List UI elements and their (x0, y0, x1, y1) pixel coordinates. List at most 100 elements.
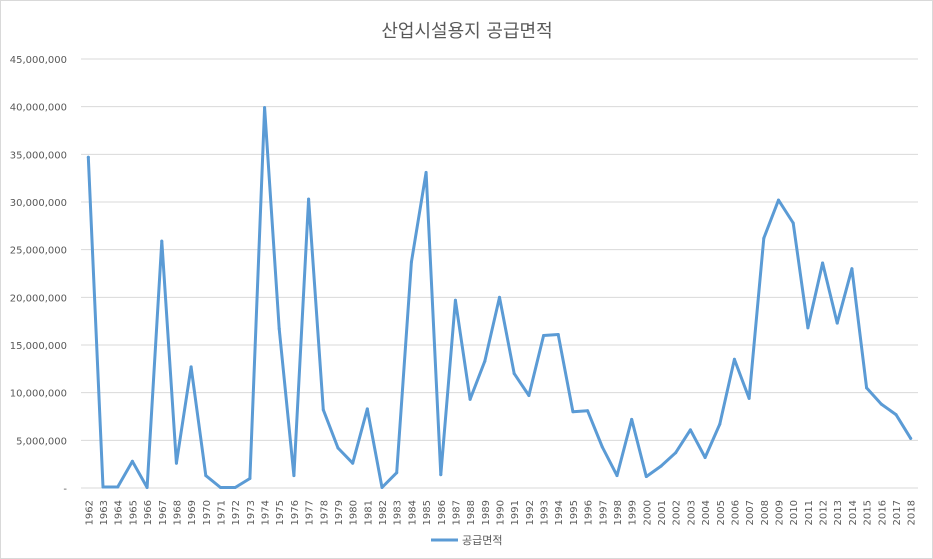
data-point (777, 198, 780, 202)
x-tick-label: 1978 (319, 500, 330, 525)
x-tick-label: 2008 (760, 500, 771, 525)
y-tick-label: 5,000,000 (16, 436, 67, 447)
x-tick-label: 1986 (437, 500, 448, 525)
data-point (174, 461, 178, 465)
x-tick-label: 2010 (789, 500, 800, 525)
x-tick-label: 2003 (686, 500, 697, 525)
x-tick-label: 1991 (510, 500, 521, 525)
x-tick-label: 2016 (877, 500, 888, 525)
x-tick-label: 2011 (804, 500, 815, 525)
x-tick-label: 1964 (114, 500, 125, 525)
data-point (468, 397, 472, 401)
data-point (615, 474, 619, 478)
x-tick-label: 1998 (613, 500, 624, 525)
legend: 공급면적 (431, 534, 502, 547)
data-point (659, 464, 663, 468)
x-tick-label: 1985 (422, 500, 433, 525)
x-tick-label: 2001 (657, 500, 668, 525)
series-layer (86, 106, 913, 490)
data-point (894, 413, 898, 417)
x-tick-label: 1984 (407, 500, 418, 525)
x-tick-label: 1987 (451, 500, 462, 525)
x-tick-label: 1979 (334, 500, 345, 525)
data-point (879, 402, 883, 406)
x-tick-label: 2005 (716, 500, 727, 525)
data-point (821, 261, 825, 265)
x-tick-label: 1999 (628, 500, 639, 525)
x-tick-label: 2018 (907, 500, 918, 525)
y-tick-label: 10,000,000 (10, 389, 67, 400)
data-point (189, 365, 193, 369)
x-tick-label: 2007 (745, 500, 756, 525)
data-point (630, 417, 634, 421)
data-point (571, 410, 575, 414)
x-tick-label: 1968 (172, 500, 183, 525)
data-point (409, 260, 413, 264)
x-tick-label: 2002 (672, 500, 683, 525)
data-point (204, 474, 208, 478)
y-axis-ticks: - 5,000,000 10,000,000 15,000,000 20,000,000… (10, 55, 68, 495)
y-tick-label: 20,000,000 (10, 293, 67, 304)
x-tick-label: 2000 (642, 500, 653, 525)
data-point (483, 359, 487, 363)
x-tick-label: 1992 (525, 500, 536, 525)
data-point (248, 476, 252, 480)
x-tick-label: 1974 (261, 500, 272, 525)
data-point (351, 461, 355, 465)
data-point (542, 333, 546, 337)
data-point (512, 372, 516, 376)
x-tick-label: 1990 (496, 500, 507, 525)
y-tick-label: 15,000,000 (10, 341, 67, 352)
x-tick-label: 1976 (290, 500, 301, 525)
data-point (233, 486, 237, 490)
data-point (806, 326, 810, 330)
y-tick-label: 40,000,000 (10, 103, 67, 114)
data-point (865, 386, 869, 390)
x-tick-label: 1989 (481, 500, 492, 525)
data-point (732, 357, 736, 361)
x-tick-label: 1973 (246, 500, 257, 525)
x-tick-label: 1980 (349, 500, 360, 525)
x-tick-label: 1994 (554, 500, 565, 525)
x-tick-label: 1982 (378, 500, 389, 525)
x-tick-label: 1977 (305, 500, 316, 525)
x-tick-label: 1995 (569, 500, 580, 525)
x-tick-label: 1963 (99, 500, 110, 525)
x-tick-label: 2004 (701, 500, 712, 525)
data-point (101, 485, 105, 489)
gridlines (81, 58, 918, 489)
x-tick-label: 2012 (819, 500, 830, 525)
data-point (718, 422, 722, 426)
x-tick-label: 1996 (584, 500, 595, 525)
data-point (527, 394, 531, 398)
data-point (498, 295, 501, 299)
data-point (747, 396, 751, 400)
y-tick-label: 30,000,000 (10, 198, 67, 209)
data-point (453, 298, 457, 302)
data-point (307, 197, 311, 201)
data-point (277, 327, 281, 331)
data-point (439, 473, 443, 477)
x-tick-label: 1997 (598, 500, 609, 525)
x-tick-label: 1969 (187, 500, 198, 525)
data-point (380, 486, 384, 490)
x-tick-label: 1975 (275, 500, 286, 525)
data-point (336, 446, 340, 450)
x-tick-label: 1967 (158, 500, 169, 525)
data-point (365, 407, 369, 411)
data-point (791, 221, 795, 225)
data-point (130, 459, 134, 463)
x-tick-label: 1965 (128, 500, 139, 525)
data-point (556, 333, 560, 337)
data-point (160, 239, 164, 243)
x-tick-label: 1993 (540, 500, 551, 525)
y-tick-label: 25,000,000 (10, 246, 67, 257)
data-point (835, 321, 839, 325)
x-tick-label: 2015 (863, 500, 874, 525)
x-tick-label: 1971 (217, 500, 228, 525)
data-point (424, 170, 428, 174)
data-point (909, 436, 913, 440)
data-point (688, 428, 692, 432)
data-point (321, 408, 325, 412)
